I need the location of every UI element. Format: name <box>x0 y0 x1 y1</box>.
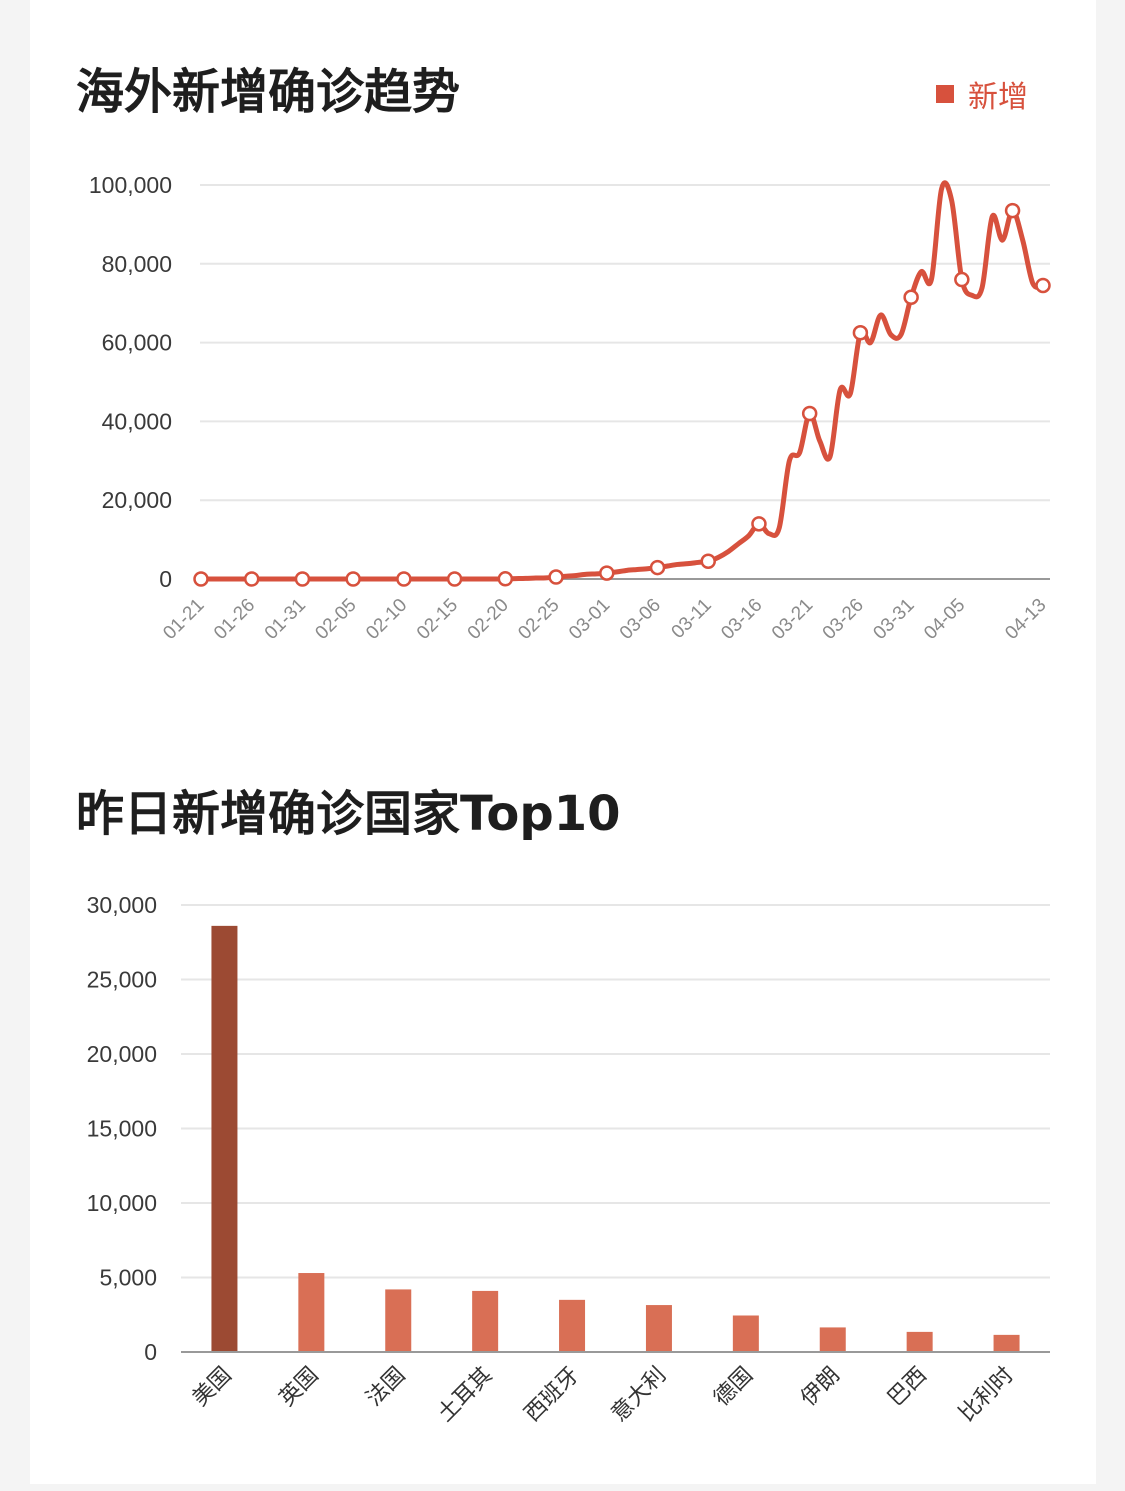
line-x-tick-label: 03-11 <box>668 595 716 643</box>
line-point <box>649 559 666 576</box>
line-chart-title: 海外新增确诊趋势 <box>76 64 461 120</box>
line-x-tick-label: 02-05 <box>311 595 360 644</box>
line-x-tick-label: 02-10 <box>362 595 411 644</box>
bar-y-tick-label: 10,000 <box>87 1190 157 1216</box>
line-x-tick-label: 02-25 <box>514 595 563 644</box>
bar-y-tick-label: 20,000 <box>87 1041 157 1067</box>
bar-chart[interactable]: 0 5,000 10,000 15,000 20,000 25,000 30,000 美国 英国… <box>87 892 1050 1427</box>
line-point <box>345 571 361 587</box>
bar-x-tick-label: 英国 <box>275 1363 324 1412</box>
line-x-tick-label: 03-16 <box>717 595 766 644</box>
line-point <box>548 569 564 585</box>
line-chart-legend[interactable]: 新增 <box>936 74 1028 115</box>
line-point <box>396 571 412 587</box>
bar-x-tick-label: 伊朗 <box>796 1363 845 1412</box>
line-point <box>700 553 716 570</box>
line-point <box>852 325 869 341</box>
line-x-tick-label: 04-05 <box>920 595 969 644</box>
bar-8 <box>819 1327 846 1352</box>
bar-x-tick-label: 美国 <box>188 1363 237 1412</box>
bar-x-tick-label: 法国 <box>362 1363 411 1412</box>
line-y-tick-label: 20,000 <box>102 487 172 513</box>
line-x-tick-label: 02-20 <box>464 595 513 644</box>
line-x-tick-label: 03-21 <box>768 595 817 644</box>
line-x-tick-label: 01-31 <box>261 595 310 644</box>
line-point <box>954 271 970 288</box>
line-point <box>751 516 767 532</box>
line-point <box>801 405 818 422</box>
line-point <box>1035 277 1051 294</box>
bar-4 <box>472 1290 499 1352</box>
bar-x-tick-label: 土耳其 <box>433 1363 497 1427</box>
line-x-tick-label: 04-13 <box>1001 595 1050 644</box>
line-x-tick-label: 01-21 <box>159 595 208 644</box>
line-point <box>193 571 209 587</box>
legend-swatch <box>936 85 954 103</box>
line-point <box>599 565 615 581</box>
line-y-tick-label: 60,000 <box>102 330 172 356</box>
bar-2 <box>298 1273 325 1352</box>
bar-y-tick-label: 0 <box>144 1339 157 1365</box>
line-point <box>294 571 311 587</box>
line-point <box>497 571 514 587</box>
line-x-tick-label: 03-26 <box>819 595 868 644</box>
line-x-tick-label: 02-15 <box>413 595 462 644</box>
bar-x-tick-label: 德国 <box>709 1363 758 1412</box>
bar-5 <box>559 1299 586 1352</box>
bar-10 <box>993 1334 1020 1352</box>
bar-1 <box>211 925 238 1352</box>
line-point <box>446 571 463 587</box>
line-x-tick-label: 03-01 <box>565 595 614 644</box>
bar-x-tick-label: 比利时 <box>954 1363 1018 1427</box>
line-y-tick-label: 100,000 <box>89 172 172 198</box>
line-y-tick-label: 80,000 <box>102 251 172 277</box>
line-point <box>1004 202 1021 219</box>
bar-y-tick-label: 15,000 <box>87 1116 157 1142</box>
bar-y-tick-label: 25,000 <box>87 967 157 993</box>
bar-y-tick-label: 5,000 <box>99 1265 157 1291</box>
line-y-tick-label: 40,000 <box>102 408 172 434</box>
bar-7 <box>732 1315 759 1352</box>
bar-9 <box>906 1331 933 1352</box>
line-point <box>243 571 260 587</box>
line-x-tick-label: 01-26 <box>210 595 259 644</box>
bar-6 <box>645 1305 672 1352</box>
line-x-tick-label: 03-31 <box>869 595 918 644</box>
series-line-new <box>198 180 1046 582</box>
bar-chart-title: 昨日新增确诊国家Top10 <box>76 786 621 842</box>
page-card <box>30 0 1096 1484</box>
bar-3 <box>385 1289 412 1352</box>
legend-label-new: 新增 <box>968 80 1028 115</box>
line-x-tick-label: 03-06 <box>616 595 665 644</box>
bar-x-tick-label: 意大利 <box>607 1363 671 1427</box>
line-y-tick-label: 0 <box>159 566 172 592</box>
line-point <box>903 289 919 306</box>
bar-x-tick-label: 西班牙 <box>520 1363 584 1427</box>
bar-x-tick-label: 巴西 <box>883 1363 932 1412</box>
bar-y-tick-label: 30,000 <box>87 892 157 918</box>
